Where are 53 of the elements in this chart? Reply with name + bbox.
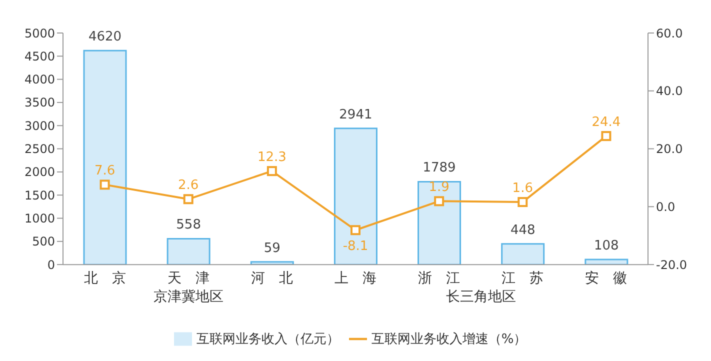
x-tick-label: 安 徽: [585, 270, 628, 287]
y-tick-label: 500: [32, 234, 55, 249]
x-tick-label: 北 京: [84, 270, 126, 287]
point: [518, 197, 528, 208]
data-label: 108: [594, 238, 619, 254]
y2-tick-label: 0.0: [656, 200, 676, 214]
data-label: 2.6: [178, 178, 199, 194]
y-tick-label: 5000: [24, 26, 55, 40]
data-label: 448: [510, 222, 536, 238]
y-tick-label: 1500: [24, 188, 55, 202]
y-tick-label: 4000: [24, 72, 55, 87]
y2-tick-label: 60.0: [656, 26, 683, 40]
y-tick-label: 0: [47, 258, 55, 272]
y-tick-label: 2500: [24, 142, 55, 156]
data-label: 24.4: [592, 115, 621, 130]
y-tick-label: 4500: [24, 49, 55, 64]
point: [266, 166, 277, 176]
data-label: 4620: [88, 30, 122, 45]
legend-label: 互联网业务收入增速（%）: [371, 332, 527, 347]
y-tick-label: 3500: [24, 96, 55, 110]
data-label: 1789: [422, 160, 456, 176]
data-label: 2941: [339, 107, 372, 122]
point: [100, 180, 110, 190]
data-label: 558: [176, 218, 201, 233]
y-tick-label: 1000: [24, 212, 55, 226]
data-label: 59: [264, 240, 280, 256]
data-label: 1.6: [512, 181, 533, 196]
y-tick-label: 3000: [24, 118, 55, 133]
point: [350, 225, 360, 236]
legend-label: 互联网业务收入（亿元）: [196, 332, 340, 347]
bar: [418, 180, 462, 265]
x-tick-label: 上 海: [334, 270, 376, 287]
y2-tick-label: -20.0: [656, 258, 688, 272]
x-tick-label: 河 北: [250, 270, 293, 287]
text: 京津冀地区: [152, 288, 224, 306]
bar: [501, 243, 545, 265]
y2-tick-label: 40.0: [656, 84, 683, 98]
bar: [334, 128, 378, 265]
bar: [83, 50, 127, 265]
data-label: 7.6: [94, 164, 116, 179]
bar: [166, 238, 210, 265]
y2-tick-label: 20.0: [656, 142, 683, 156]
x-tick-label: 江 苏: [502, 270, 544, 287]
point: [434, 196, 444, 206]
text: 长三角地区: [444, 288, 517, 306]
x-tick-label: 天 津: [167, 270, 210, 287]
data-label: 1.9: [428, 180, 450, 196]
y-tick-label: 2000: [24, 165, 55, 180]
data-label: 12.3: [257, 150, 286, 166]
data-label: -8.1: [342, 239, 368, 254]
point: [601, 131, 612, 142]
x-tick-label: 浙 江: [418, 270, 460, 287]
point: [183, 194, 194, 204]
